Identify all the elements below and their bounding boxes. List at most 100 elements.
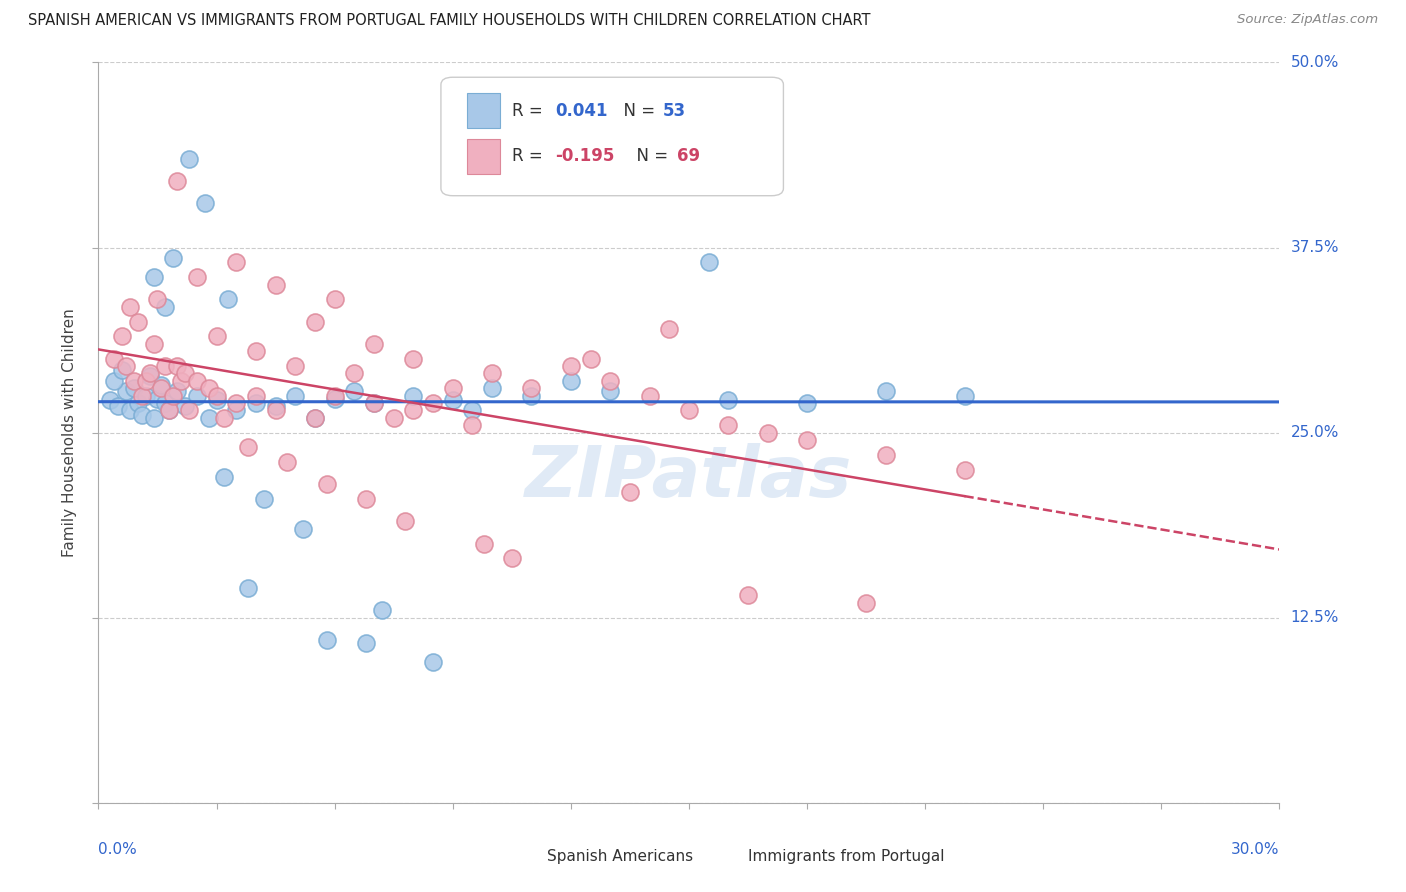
Text: Immigrants from Portugal: Immigrants from Portugal [748,848,945,863]
Text: 53: 53 [664,102,686,120]
Point [520,388,543,402]
Point [560,359,582,373]
Point [717,392,740,407]
Point [155,359,177,373]
Point [186,270,208,285]
Point [737,589,759,603]
Point [135,374,157,388]
Point [579,351,602,366]
Point [363,336,385,351]
FancyBboxPatch shape [441,78,783,195]
Point [402,388,425,402]
Point [953,462,976,476]
Point [150,378,173,392]
Point [166,359,188,373]
Text: Spanish Americans: Spanish Americans [547,848,693,863]
Point [304,410,326,425]
Text: -0.195: -0.195 [555,147,614,165]
Point [441,392,464,407]
Point [245,388,267,402]
Point [292,522,315,536]
Point [422,655,444,669]
Point [264,403,287,417]
Point [501,551,523,566]
Point [186,374,208,388]
Point [155,300,177,314]
Point [225,255,247,269]
Point [170,374,193,388]
Point [98,392,121,407]
Point [697,255,720,269]
Text: SPANISH AMERICAN VS IMMIGRANTS FROM PORTUGAL FAMILY HOUSEHOLDS WITH CHILDREN COR: SPANISH AMERICAN VS IMMIGRANTS FROM PORT… [28,13,870,29]
Point [796,396,818,410]
Point [472,536,495,550]
Point [138,369,160,384]
Point [253,492,276,507]
Point [127,314,149,328]
Point [284,359,307,373]
Text: 12.5%: 12.5% [1291,610,1339,625]
Point [135,388,157,402]
Point [115,359,138,373]
Text: R =: R = [512,147,548,165]
Point [217,293,239,307]
Point [225,396,247,410]
Point [323,392,346,406]
Point [146,392,169,406]
Point [461,403,484,417]
Point [122,374,145,388]
Point [236,441,259,455]
Point [118,403,141,417]
Point [118,300,141,314]
Point [315,477,337,491]
Point [177,403,200,417]
FancyBboxPatch shape [713,843,738,872]
Point [461,418,484,433]
Point [402,351,425,366]
Point [441,381,464,395]
Point [225,403,247,417]
Point [343,384,366,399]
Text: 69: 69 [678,147,700,165]
Point [264,399,287,413]
Point [236,581,259,595]
Text: N =: N = [626,147,673,165]
Point [304,314,326,328]
Point [323,388,346,402]
Point [678,403,700,417]
Point [115,384,138,399]
Point [127,396,149,410]
Point [197,381,219,395]
Point [599,374,621,388]
Point [162,388,184,402]
Point [264,277,287,292]
Point [197,410,219,425]
Point [174,399,197,413]
Point [560,374,582,388]
Point [717,418,740,433]
Point [276,455,298,469]
Point [194,196,217,211]
Point [382,410,405,425]
Point [157,403,180,417]
Point [796,433,818,447]
Point [619,484,641,499]
Point [875,384,897,399]
Text: ZIPatlas: ZIPatlas [526,442,852,511]
Point [138,367,160,381]
Point [315,632,337,647]
FancyBboxPatch shape [467,138,501,174]
Point [363,396,385,410]
Point [177,152,200,166]
Point [875,448,897,462]
Point [150,381,173,395]
Point [155,396,177,410]
Point [481,381,503,395]
Point [142,336,165,351]
Point [174,367,197,381]
Point [205,388,228,402]
Point [284,388,307,402]
Point [343,367,366,381]
Point [214,410,236,425]
Text: 0.0%: 0.0% [98,842,138,856]
